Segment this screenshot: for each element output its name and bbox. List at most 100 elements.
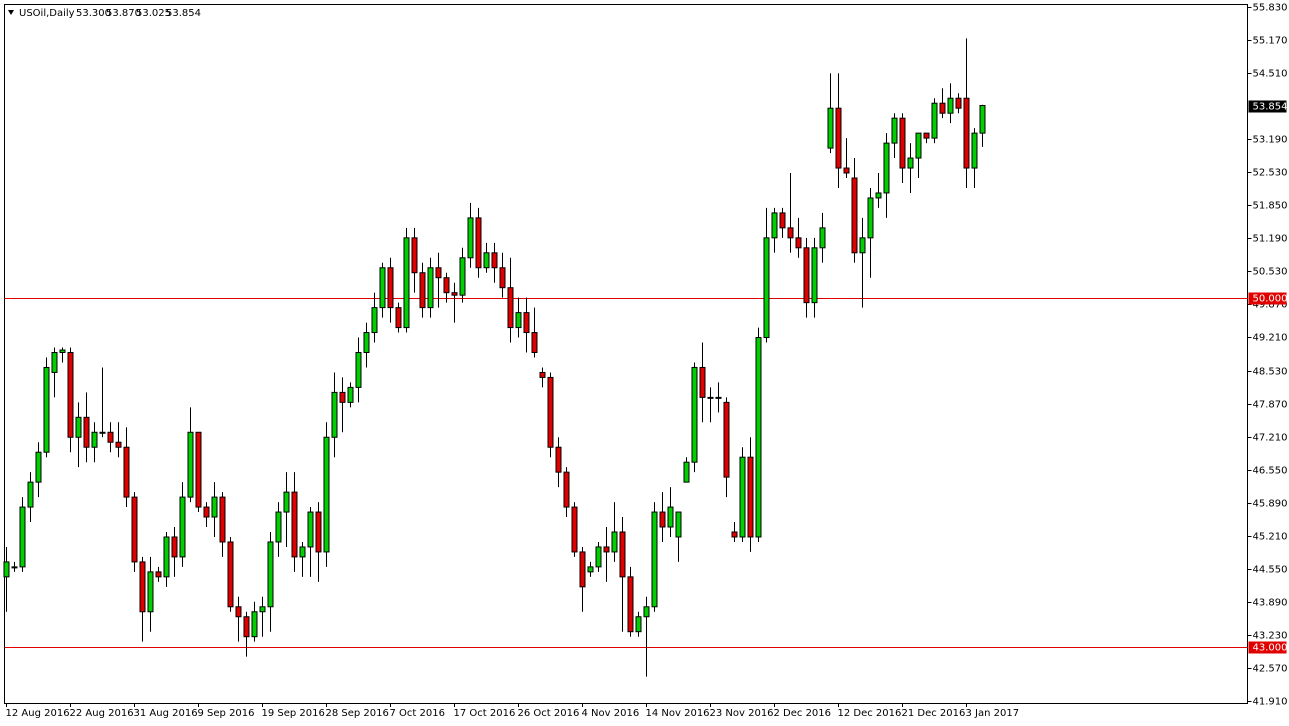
y-tick-label: 45.890	[1253, 499, 1288, 510]
candle-body	[331, 391, 338, 438]
candle-body	[619, 531, 626, 578]
candle-body	[123, 446, 130, 498]
candle-body	[931, 102, 938, 139]
header-symbol: USOil,Daily	[19, 8, 75, 19]
candle-body	[571, 506, 578, 553]
candle-body	[435, 267, 442, 279]
candle-body	[107, 431, 114, 443]
level-label: 50.000	[1253, 294, 1288, 305]
candle-body	[811, 247, 818, 304]
candle-body	[235, 606, 242, 618]
candle-body	[75, 416, 82, 438]
candle-body	[515, 312, 522, 329]
candle-body	[43, 366, 50, 453]
candle-body	[147, 571, 154, 613]
candle-body	[363, 332, 370, 354]
candle-body	[691, 366, 698, 463]
candle-body	[163, 536, 170, 578]
candle-body	[507, 287, 514, 329]
candle-body	[299, 546, 306, 558]
last-price-bg	[1248, 100, 1287, 113]
candle-body	[947, 97, 954, 114]
candle-body	[483, 252, 490, 269]
candle-body	[475, 217, 482, 269]
candle-body	[755, 337, 762, 538]
y-tick-label: 43.890	[1253, 598, 1288, 609]
candle-body	[715, 396, 722, 399]
candle-body	[307, 511, 314, 548]
y-tick-label: 50.530	[1253, 267, 1288, 278]
candle-body	[171, 536, 178, 558]
candle-body	[603, 546, 610, 553]
candle-body	[187, 431, 194, 498]
x-tick-label: 2 Dec 2016	[774, 708, 832, 719]
candle-body	[459, 257, 466, 296]
candle-body	[99, 431, 106, 434]
y-tick-label: 48.530	[1253, 367, 1288, 378]
candle-body	[411, 237, 418, 274]
x-tick-label: 31 Aug 2016	[134, 708, 198, 719]
candle-body	[315, 511, 322, 553]
candle-body	[875, 192, 882, 199]
candle-body	[347, 386, 354, 403]
level-label: 43.000	[1253, 643, 1288, 654]
x-tick-label: 7 Oct 2016	[390, 708, 445, 719]
candle-body	[11, 566, 18, 569]
y-tick-label: 55.830	[1253, 3, 1288, 14]
candle-body	[915, 132, 922, 159]
x-tick-label: 26 Oct 2016	[518, 708, 580, 719]
candle-body	[787, 227, 794, 239]
candle-body	[979, 105, 986, 134]
header-high: 53.870	[106, 8, 141, 19]
y-tick-label: 47.210	[1253, 433, 1288, 444]
candle-body	[763, 237, 770, 339]
candle-body	[651, 511, 658, 608]
candle-body	[819, 227, 826, 249]
y-tick-label: 55.170	[1253, 36, 1288, 47]
candle-body	[139, 561, 146, 613]
candle-body	[675, 511, 682, 538]
candle-body	[547, 376, 554, 448]
candle-body	[355, 352, 362, 388]
candle-body	[667, 506, 674, 528]
y-tick-label: 41.910	[1253, 697, 1288, 708]
candle-body	[907, 157, 914, 169]
candle-body	[115, 441, 122, 448]
y-tick-label: 51.190	[1253, 234, 1288, 245]
header-close: 53.854	[166, 8, 201, 19]
y-tick-label: 44.550	[1253, 565, 1288, 576]
candle-body	[27, 481, 34, 508]
y-tick-label: 49.870	[1253, 300, 1288, 311]
candle-body	[899, 117, 906, 169]
candle-body	[19, 506, 26, 568]
candle-body	[219, 496, 226, 543]
x-tick-label: 19 Sep 2016	[262, 708, 325, 719]
candle-body	[499, 267, 506, 289]
x-tick-label: 12 Aug 2016	[6, 708, 70, 719]
candle-body	[67, 352, 74, 438]
candle-body	[403, 237, 410, 329]
candle-body	[155, 571, 162, 578]
x-tick-label: 22 Aug 2016	[70, 708, 134, 719]
candle-body	[211, 496, 218, 518]
y-tick-label: 49.210	[1253, 333, 1288, 344]
candle-body	[275, 511, 282, 543]
candle-body	[803, 247, 810, 304]
candle-body	[699, 366, 706, 398]
x-tick-label: 23 Nov 2016	[710, 708, 774, 719]
candle-body	[627, 576, 634, 633]
candle-body	[283, 491, 290, 513]
candle-body	[923, 132, 930, 139]
candle-body	[587, 566, 594, 573]
candle-body	[267, 541, 274, 608]
candle-body	[443, 277, 450, 294]
candle-body	[683, 461, 690, 483]
candle-body	[659, 511, 666, 528]
y-tick-label: 45.210	[1253, 532, 1288, 543]
x-tick-label: 17 Oct 2016	[454, 708, 516, 719]
candle-body	[371, 307, 378, 334]
candle-body	[491, 252, 498, 269]
candle-body	[379, 267, 386, 309]
x-tick-label: 3 Jan 2017	[966, 708, 1020, 719]
candle-body	[339, 391, 346, 403]
